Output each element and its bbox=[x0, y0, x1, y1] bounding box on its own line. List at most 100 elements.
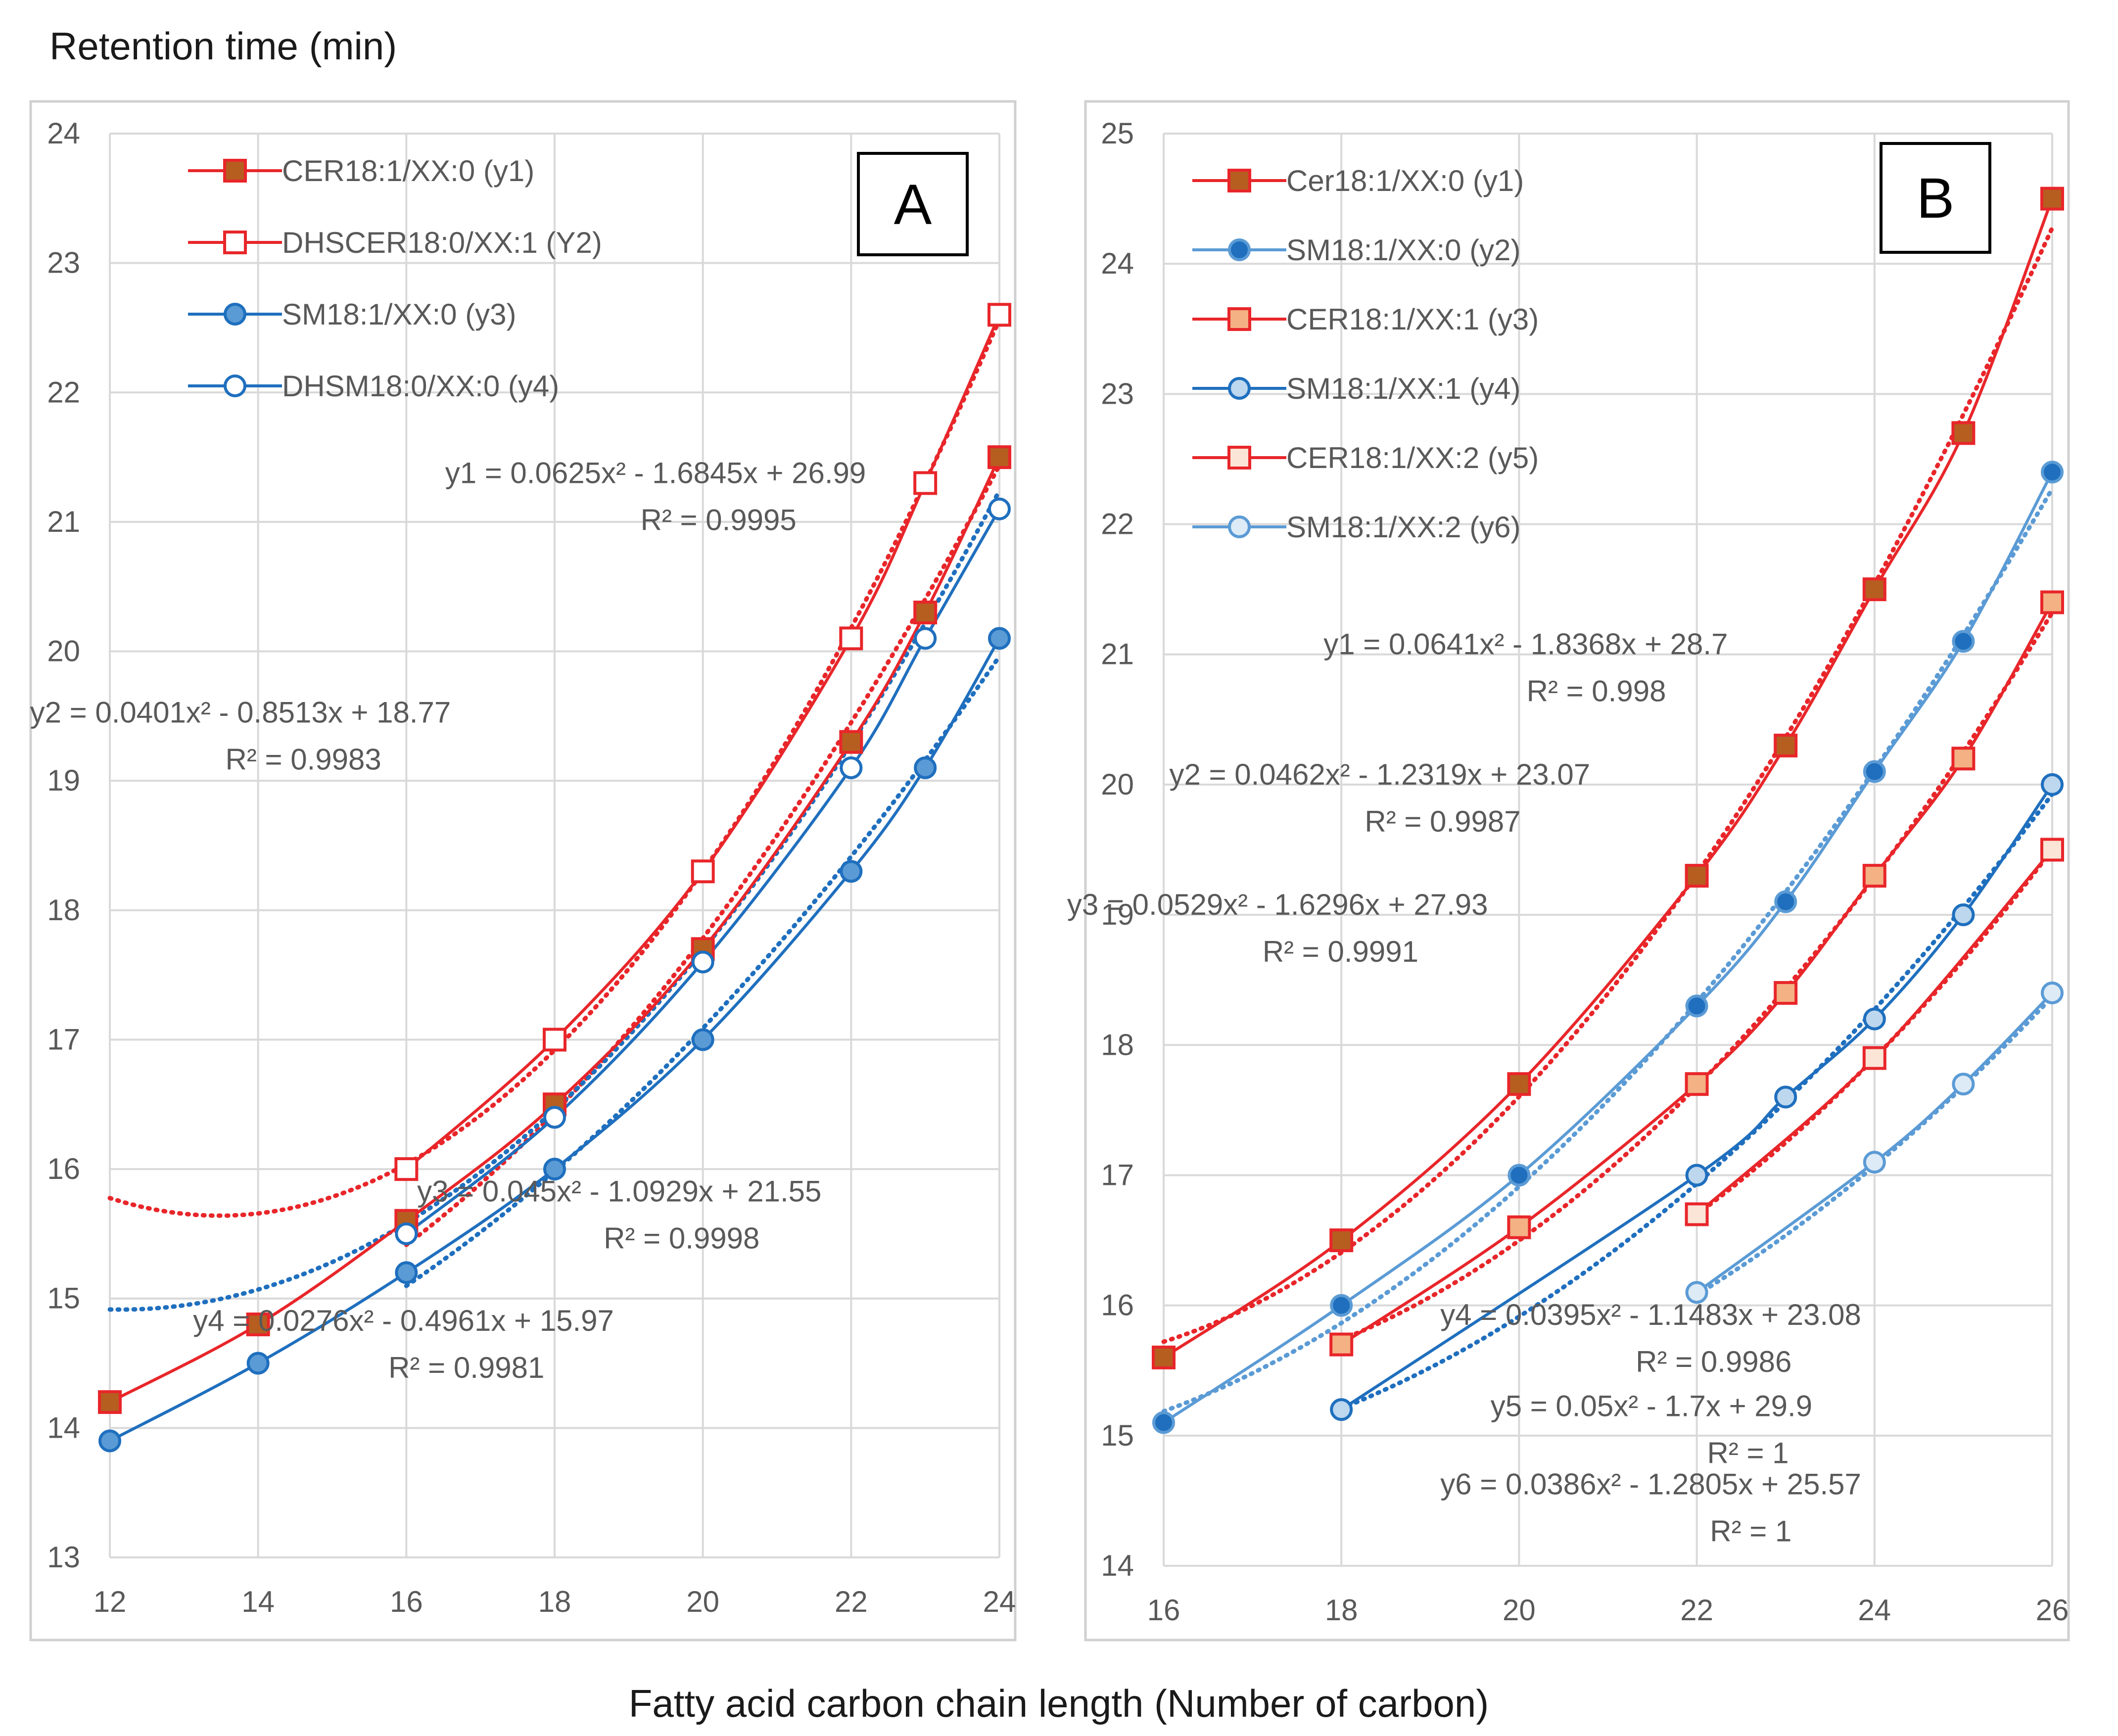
panel-b-equation-3: y3 = 0.0529x² - 1.6296x + 27.93 bbox=[1067, 888, 1488, 921]
panel-b-marker-s5 bbox=[1685, 1202, 1709, 1226]
panel-a-marker-s1 bbox=[839, 730, 863, 754]
panel-a-label-box bbox=[857, 152, 969, 256]
panel-a-marker-s1 bbox=[98, 1390, 122, 1414]
panel-b-equation-5: y5 = 0.05x² - 1.7x + 29.9 bbox=[1491, 1389, 1812, 1422]
panel-b-legend-marker-5 bbox=[1227, 446, 1251, 469]
panel-b-marker-s5 bbox=[2040, 838, 2064, 862]
panel-a-x-tick-label: 14 bbox=[241, 1585, 275, 1618]
panel-a-x-tick-label: 22 bbox=[835, 1585, 868, 1618]
panel-b-marker-s3 bbox=[1685, 1072, 1709, 1096]
panel-a-y-tick-label: 17 bbox=[47, 1023, 80, 1056]
panel-a-trendline-4 bbox=[404, 654, 1002, 1288]
panel-a-series-line-2 bbox=[405, 314, 1001, 1171]
panel-a-r2-2: R² = 0.9983 bbox=[226, 743, 381, 776]
panel-b-marker-s4 bbox=[1952, 903, 1975, 927]
panel-b-marker-s1 bbox=[1152, 1345, 1176, 1369]
panel-b-trendline-1 bbox=[1161, 226, 2055, 1344]
panel-b-series-line-6 bbox=[1695, 991, 2054, 1294]
panel-b-legend-marker-2 bbox=[1228, 238, 1251, 261]
panel-b-legend-marker-3 bbox=[1227, 307, 1251, 331]
panel-a-marker-s3 bbox=[395, 1261, 418, 1284]
panel-b-marker-s6 bbox=[1685, 1281, 1708, 1304]
panel-b-marker-s2 bbox=[1330, 1294, 1353, 1317]
panel-b-r2-3: R² = 0.9991 bbox=[1263, 935, 1418, 968]
panel-b-y-tick-label: 15 bbox=[1101, 1419, 1134, 1452]
panel-b-legend-label-2: SM18:1/XX:0 (y2) bbox=[1286, 234, 1521, 267]
panel-b-legend-label-6: SM18:1/XX:2 (y6) bbox=[1286, 511, 1521, 544]
panel-b-equation-4: y4 = 0.0395x² - 1.1483x + 23.08 bbox=[1440, 1298, 1861, 1331]
panel-a-legend-label-2: DHSCER18:0/XX:1 (Y2) bbox=[282, 226, 602, 259]
panel-a-legend-marker-2 bbox=[223, 231, 247, 254]
panel-a-series-line-3 bbox=[109, 637, 1001, 1443]
panel-a-marker-s3 bbox=[98, 1429, 121, 1453]
panel-b-marker-s4 bbox=[1863, 1007, 1886, 1031]
panel-a-marker-s4 bbox=[543, 1106, 566, 1129]
panel-a-chart: 13 14 15 16 17 18 19 20 21 22 23 24 12 14 16 18 20 22 24 y1… bbox=[29, 100, 1017, 1642]
panel-a-y-tick-label: 13 bbox=[47, 1541, 80, 1574]
panel-b-label: B bbox=[1917, 167, 1955, 230]
panel-a-r2-3: R² = 0.9998 bbox=[604, 1222, 759, 1255]
panel-a-marker-s4 bbox=[840, 756, 863, 780]
panel-b-y-tick-label: 18 bbox=[1101, 1028, 1134, 1061]
panel-a-legend-marker-1 bbox=[223, 159, 247, 183]
panel-b-x-tick-label: 20 bbox=[1503, 1594, 1536, 1627]
panel-b-equation-2: y2 = 0.0462x² - 1.2319x + 23.07 bbox=[1169, 758, 1590, 791]
panel-a-marker-s3 bbox=[840, 860, 863, 883]
panel-b-marker-s2 bbox=[1863, 760, 1886, 783]
panel-b-x-tick-label: 22 bbox=[1680, 1594, 1713, 1627]
panel-b-marker-s2 bbox=[1685, 994, 1708, 1018]
panel-a-marker-s4 bbox=[395, 1222, 418, 1245]
panel-b-r2-5: R² = 1 bbox=[1707, 1436, 1789, 1469]
y-axis-title: Retention time (min) bbox=[49, 24, 397, 68]
panel-b-marker-s2 bbox=[1774, 890, 1797, 913]
panel-a-x-tick-label: 20 bbox=[686, 1585, 719, 1618]
panel-b-y-tick-label: 24 bbox=[1101, 247, 1134, 280]
panel-b-marker-s4 bbox=[1330, 1398, 1353, 1421]
panel-a-x-tick-label: 24 bbox=[983, 1585, 1016, 1618]
panel-a-marker-s1 bbox=[246, 1313, 270, 1337]
panel-b-label-box bbox=[1880, 142, 1991, 254]
panel-b-marker-s2 bbox=[1152, 1411, 1175, 1434]
panel-a-y-tick-label: 20 bbox=[47, 635, 80, 668]
panel-b-y-tick-label: 23 bbox=[1101, 377, 1134, 410]
panel-a-marker-s4 bbox=[988, 497, 1011, 520]
panel-a-marker-s2 bbox=[394, 1157, 419, 1181]
panel-b-legend-label-5: CER18:1/XX:2 (y5) bbox=[1286, 441, 1539, 474]
panel-b-marker-s2 bbox=[2041, 461, 2064, 484]
panel-b-marker-s2 bbox=[1507, 1164, 1531, 1187]
panel-a-marker-s2 bbox=[988, 303, 1011, 327]
panel-a-marker-s1 bbox=[988, 445, 1011, 469]
panel-b-equation-1: y1 = 0.0641x² - 1.8368x + 28.7 bbox=[1323, 628, 1728, 661]
panel-b-marker-s6 bbox=[1863, 1151, 1886, 1174]
panel-b-marker-s5 bbox=[1862, 1046, 1886, 1070]
panel-b-y-tick-label: 21 bbox=[1101, 638, 1134, 671]
panel-a-y-tick-label: 14 bbox=[47, 1411, 80, 1444]
panel-b-legend-marker-6 bbox=[1228, 516, 1251, 538]
panel-a-label: A bbox=[894, 173, 932, 236]
panel-b-y-tick-label: 17 bbox=[1101, 1158, 1134, 1191]
panel-b-legend-label-4: SM18:1/XX:1 (y4) bbox=[1286, 372, 1521, 405]
panel-b-marker-s3 bbox=[2040, 590, 2064, 614]
x-axis-title: Fatty acid carbon chain length (Number o… bbox=[629, 1682, 1489, 1725]
panel-a-y-tick-label: 22 bbox=[47, 375, 80, 409]
panel-b-marker-s4 bbox=[2041, 773, 2064, 796]
panel-b-marker-s3 bbox=[1329, 1332, 1354, 1357]
panel-a-marker-s2 bbox=[543, 1028, 566, 1052]
panel-a-marker-s3 bbox=[914, 756, 937, 780]
panel-a-marker-s3 bbox=[543, 1158, 566, 1181]
panel-a-marker-s3 bbox=[691, 1028, 714, 1051]
panel-a-frame bbox=[29, 100, 1017, 1642]
panel-b-equation-6: y6 = 0.0386x² - 1.2805x + 25.57 bbox=[1440, 1467, 1861, 1501]
panel-a-marker-s2 bbox=[839, 626, 863, 651]
panel-a-r2-1: R² = 0.9995 bbox=[641, 503, 797, 536]
panel-a-series-line-1 bbox=[109, 456, 1001, 1404]
panel-b-legend-label-3: CER18:1/XX:1 (y3) bbox=[1286, 303, 1539, 336]
panel-b-y-tick-label: 25 bbox=[1101, 117, 1134, 150]
panel-b-marker-s3 bbox=[1774, 981, 1798, 1005]
panel-b-marker-s3 bbox=[1862, 864, 1886, 888]
panel-b-marker-s1 bbox=[1329, 1228, 1354, 1253]
panel-a-x-tick-label: 18 bbox=[538, 1585, 571, 1618]
panel-a-x-tick-label: 16 bbox=[390, 1585, 423, 1618]
panel-a-equation-3: y3 = 0.045x² - 1.0929x + 21.55 bbox=[417, 1175, 821, 1208]
